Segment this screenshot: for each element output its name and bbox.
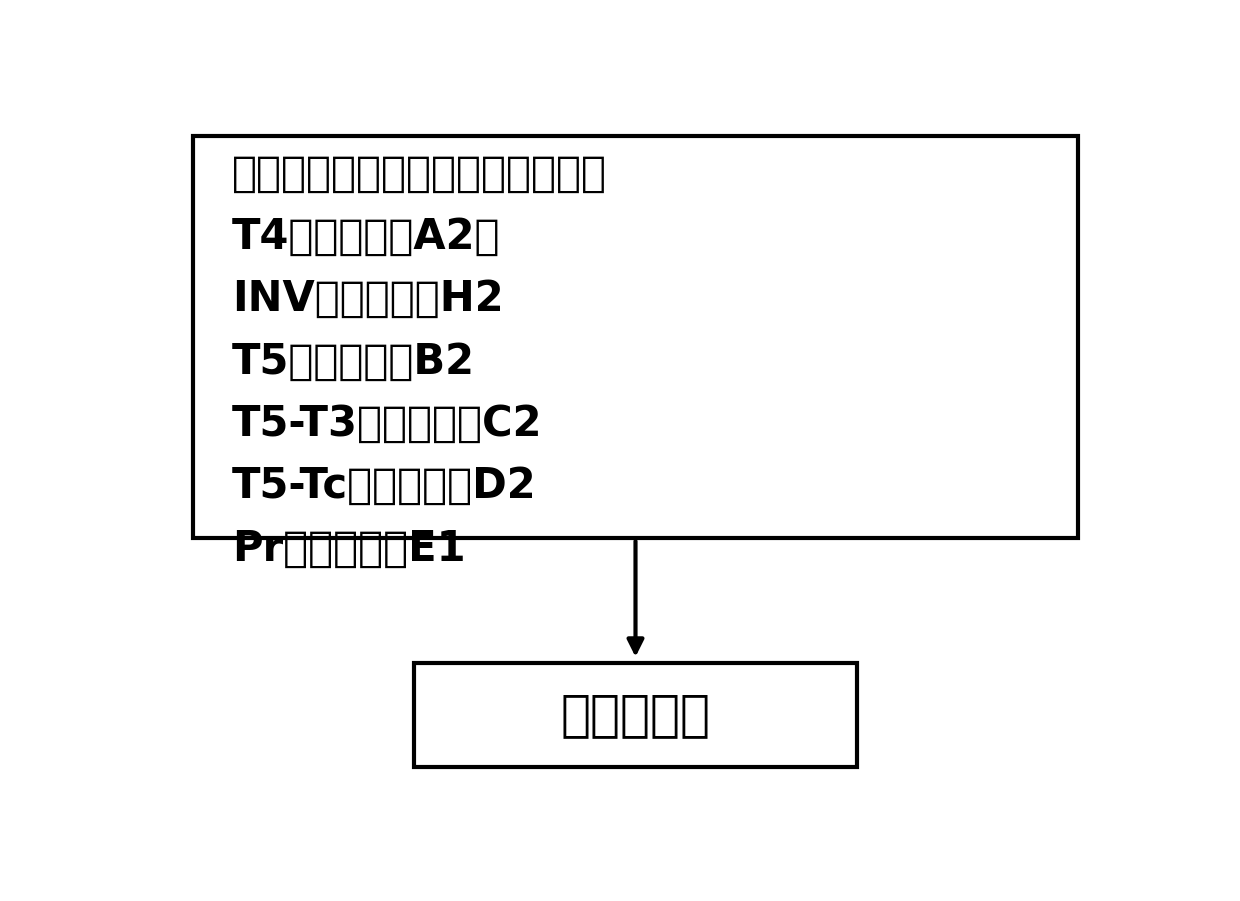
Text: 满足以下条件任一项或几项结合：: 满足以下条件任一项或几项结合： bbox=[232, 153, 606, 195]
Bar bbox=[414, 663, 857, 768]
Text: T5-T3大于或等于C2: T5-T3大于或等于C2 bbox=[232, 403, 542, 445]
Text: T5大于或等于B2: T5大于或等于B2 bbox=[232, 341, 475, 382]
Text: Pr小于或等于E1: Pr小于或等于E1 bbox=[232, 528, 465, 569]
Text: 关闭电磁阀: 关闭电磁阀 bbox=[560, 691, 711, 739]
Bar bbox=[193, 136, 1078, 538]
Text: INV小于或等于H2: INV小于或等于H2 bbox=[232, 278, 503, 320]
Text: T5-Tc大于或等于D2: T5-Tc大于或等于D2 bbox=[232, 465, 537, 507]
Text: T4大于或等于A2；: T4大于或等于A2； bbox=[232, 215, 501, 258]
